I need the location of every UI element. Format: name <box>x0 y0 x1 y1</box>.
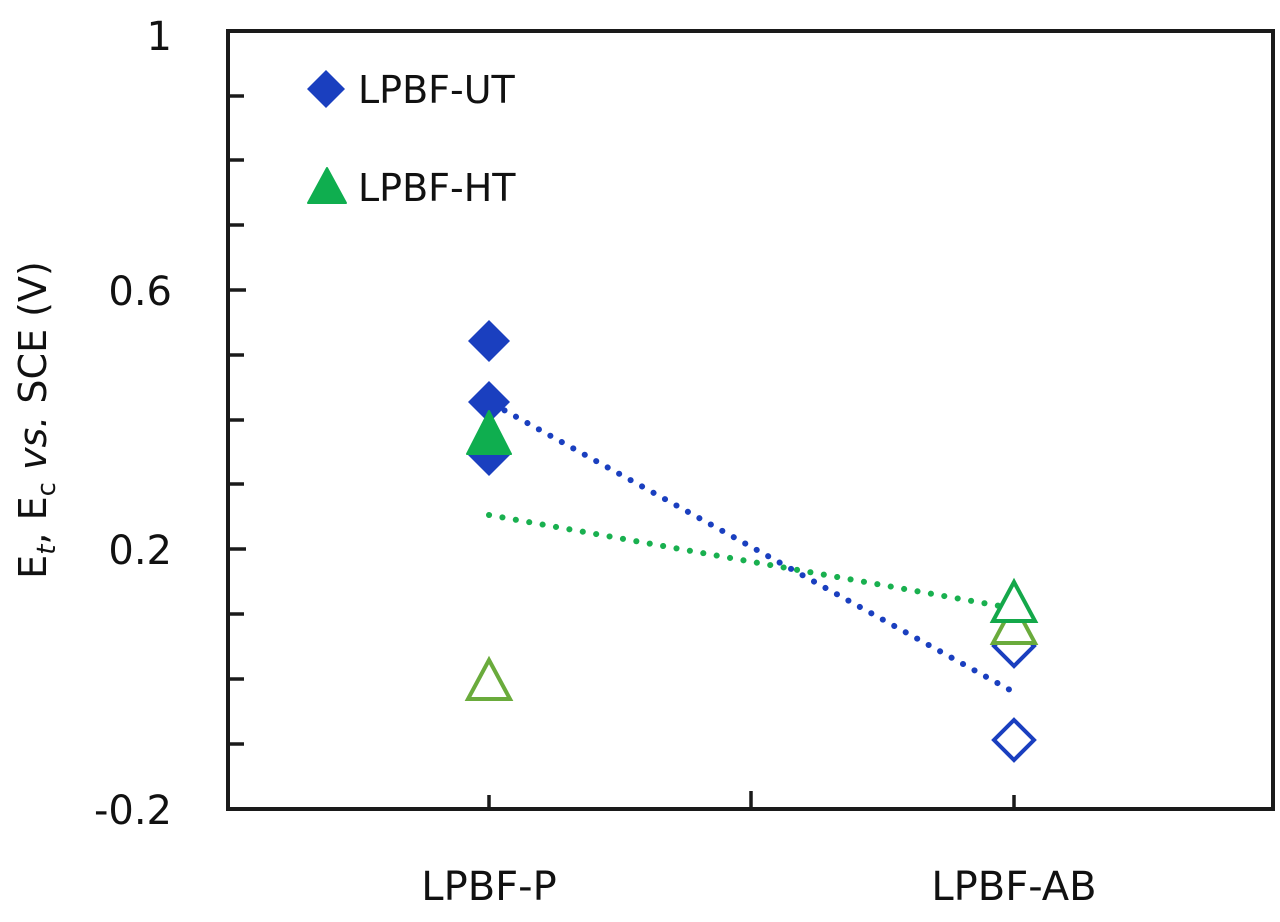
triangle-filled-icon <box>307 167 347 204</box>
x-category-label-lpbf-ab: LPBF-AB <box>931 864 1096 910</box>
trendlines <box>486 401 1013 693</box>
markers-lpbf-ab <box>989 577 1039 763</box>
diamond-open-marker <box>991 717 1037 763</box>
x-category-label-lpbf-p: LPBF-P <box>421 864 556 910</box>
triangle-open-marker <box>989 577 1039 623</box>
markers-lpbf-p <box>464 320 514 701</box>
triangle-open-marker <box>989 599 1039 645</box>
y-tick-label: 0.6 <box>108 269 172 315</box>
trendline-lpbf-ut <box>490 401 1013 693</box>
y-tick-label: 0.2 <box>108 528 172 574</box>
triangle-open-marker <box>464 655 514 701</box>
y-axis-title: Et, Ec vs. SCE (V) <box>11 261 62 579</box>
legend-item-lpbf-ut: LPBF-UT <box>307 68 516 112</box>
legend: LPBF-UT LPBF-HT <box>307 68 516 210</box>
y-axis-ticks <box>228 94 246 746</box>
diamond-filled-marker <box>468 320 510 362</box>
y-tick-labels: 1 0.6 0.2 -0.2 <box>94 14 172 834</box>
diamond-filled-marker <box>468 381 510 423</box>
y-tick-label: -0.2 <box>94 788 172 834</box>
x-axis-ticks <box>487 791 1016 809</box>
trendline-lpbf-ht <box>486 512 1003 609</box>
legend-item-lpbf-ht: LPBF-HT <box>307 166 516 210</box>
legend-label: LPBF-UT <box>358 68 516 112</box>
diamond-filled-icon <box>307 70 345 108</box>
triangle-filled-marker <box>466 410 512 455</box>
legend-label: LPBF-HT <box>358 166 516 210</box>
x-tick-labels: LPBF-P LPBF-AB <box>421 864 1096 910</box>
plot-frame <box>226 29 1275 811</box>
y-tick-label: 1 <box>147 14 172 60</box>
